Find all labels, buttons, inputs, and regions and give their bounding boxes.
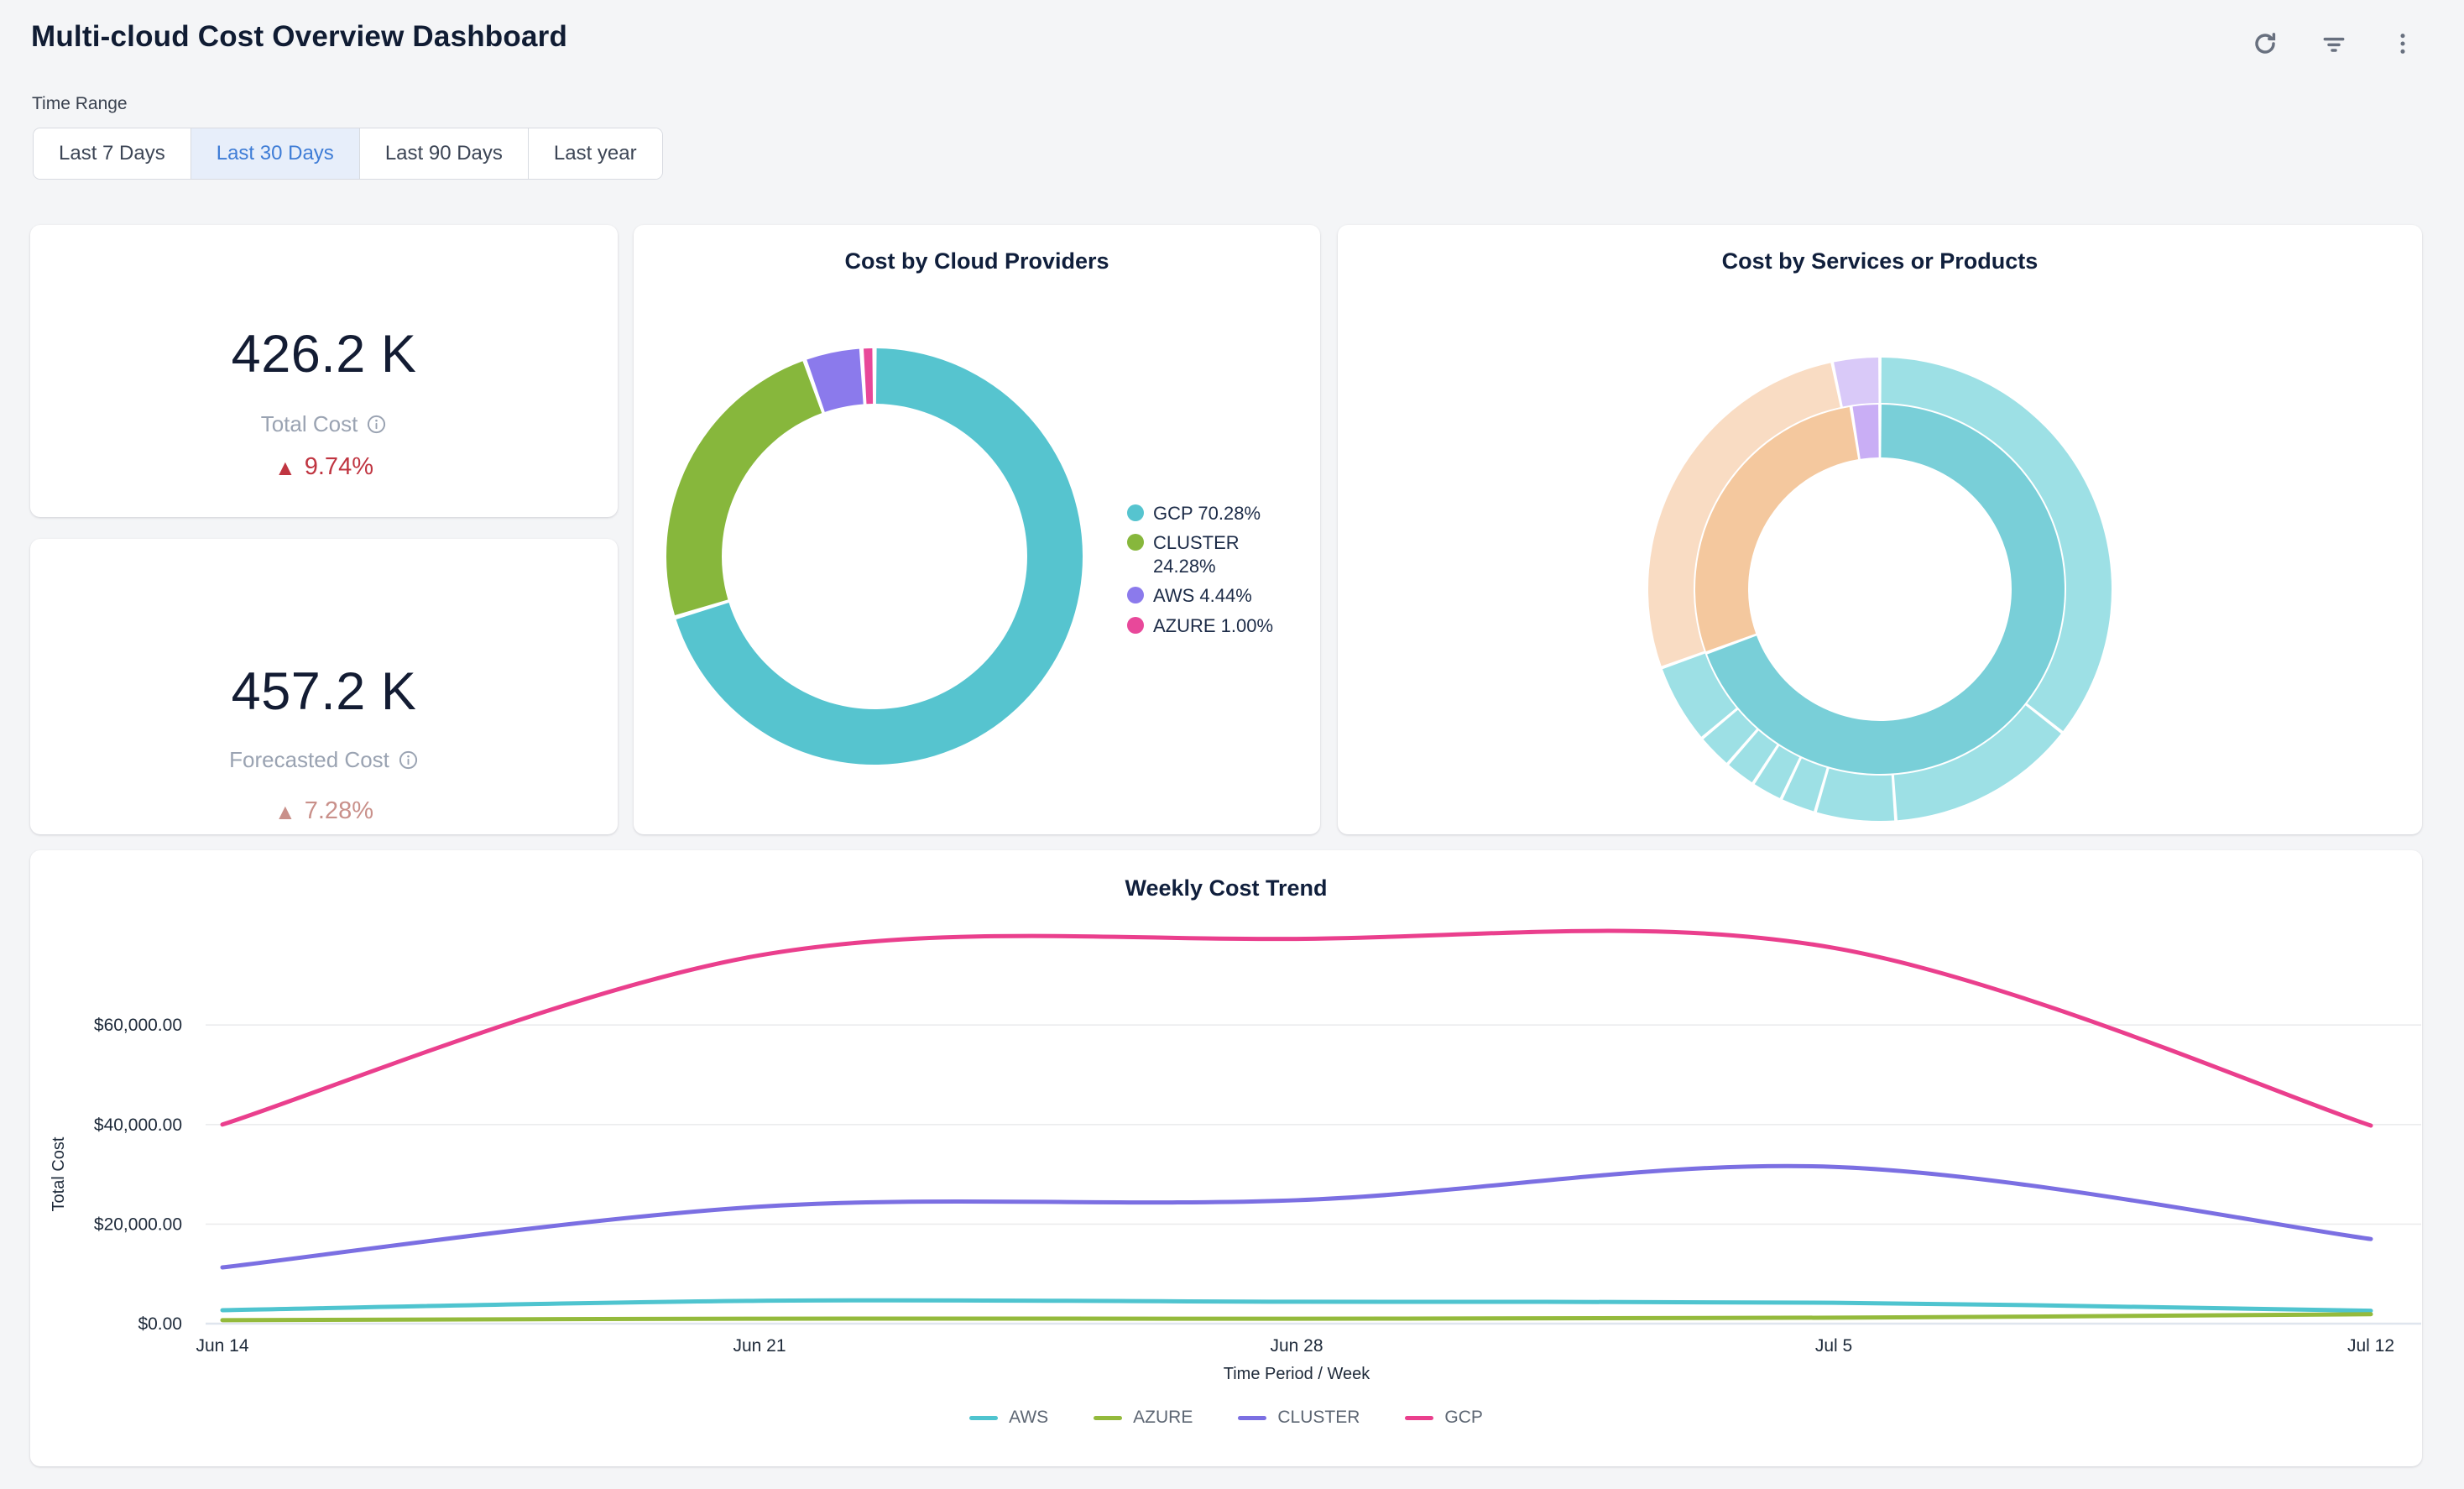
trend-legend-item-azure[interactable]: AZURE	[1094, 1408, 1193, 1428]
time-range-option-3[interactable]: Last year	[527, 128, 662, 179]
legend-item-aws[interactable]: AWS 4.44%	[1127, 584, 1275, 608]
legend-line-swatch	[1405, 1415, 1434, 1420]
svg-text:Jul 5: Jul 5	[1815, 1336, 1852, 1356]
info-icon[interactable]	[366, 414, 387, 435]
svg-text:Jun 14: Jun 14	[196, 1336, 248, 1356]
trend-legend: AWS AZURE CLUSTER GCP	[30, 1408, 2422, 1428]
total-cost-value: 426.2 K	[231, 325, 417, 384]
legend-dot	[1127, 504, 1144, 521]
svg-text:Time Period / Week: Time Period / Week	[1224, 1365, 1371, 1383]
header-actions	[2251, 30, 2417, 59]
page-title: Multi-cloud Cost Overview Dashboard	[31, 20, 568, 53]
cost-by-cloud-providers-card: Cost by Cloud Providers GCP 70.28% CLUSTE…	[634, 225, 1320, 834]
time-range-option-2[interactable]: Last 90 Days	[358, 128, 528, 179]
weekly-cost-trend-card: Weekly Cost Trend $0.00 $20,000.00 $40,000…	[30, 850, 2422, 1466]
refresh-button[interactable]	[2251, 30, 2279, 59]
time-range-option-0[interactable]: Last 7 Days	[34, 128, 191, 179]
more-options-button[interactable]	[2388, 30, 2417, 59]
legend-line-swatch	[1238, 1415, 1267, 1420]
trend-chart-title: Weekly Cost Trend	[1125, 875, 1328, 901]
providers-donut-chart[interactable]	[634, 225, 1320, 834]
svg-text:Jun 21: Jun 21	[733, 1336, 786, 1356]
cost-by-services-card: Cost by Services or Products	[1338, 225, 2422, 834]
up-triangle-icon: ▲	[274, 454, 296, 480]
trend-legend-item-gcp[interactable]: GCP	[1405, 1408, 1483, 1428]
svg-text:$0.00: $0.00	[138, 1314, 182, 1334]
legend-label: GCP 70.28%	[1153, 503, 1261, 524]
forecasted-cost-card: 457.2 K Forecasted Cost ▲ 7.28%	[30, 539, 618, 834]
forecasted-cost-delta: ▲ 7.28%	[274, 797, 373, 824]
time-range-option-1[interactable]: Last 30 Days	[190, 128, 359, 179]
filter-button[interactable]	[2320, 30, 2348, 59]
providers-legend: GCP 70.28% CLUSTER 24.28% AWS 4.44% AZURE 1…	[1127, 502, 1275, 644]
total-cost-delta: ▲ 9.74%	[274, 453, 373, 480]
legend-dot	[1127, 616, 1144, 634]
svg-text:Jun 28: Jun 28	[1270, 1336, 1323, 1356]
legend-item-gcp[interactable]: GCP 70.28%	[1127, 502, 1275, 525]
svg-text:Total Cost: Total Cost	[50, 1136, 68, 1211]
legend-item-azure[interactable]: AZURE 1.00%	[1127, 614, 1275, 638]
svg-text:$60,000.00: $60,000.00	[94, 1016, 182, 1035]
legend-label: AWS	[1009, 1408, 1049, 1427]
providers-chart-title: Cost by Cloud Providers	[844, 248, 1109, 274]
legend-label: CLUSTER 24.28%	[1153, 532, 1240, 577]
time-range-label: Time Range	[32, 94, 128, 113]
legend-dot	[1127, 587, 1144, 604]
trend-legend-item-aws[interactable]: AWS	[969, 1408, 1048, 1428]
svg-text:$20,000.00: $20,000.00	[94, 1215, 182, 1234]
legend-label: AZURE 1.00%	[1153, 614, 1274, 636]
forecasted-cost-value: 457.2 K	[231, 662, 417, 721]
up-triangle-icon: ▲	[274, 798, 296, 824]
total-cost-card: 426.2 K Total Cost ▲ 9.74%	[30, 225, 618, 517]
forecasted-cost-label: Forecasted Cost	[30, 747, 618, 773]
refresh-icon	[2252, 30, 2279, 60]
legend-line-swatch	[969, 1415, 999, 1420]
legend-line-swatch	[1094, 1415, 1123, 1420]
svg-text:Jul 12: Jul 12	[2347, 1336, 2394, 1356]
services-chart-title: Cost by Services or Products	[1721, 248, 2039, 274]
trend-legend-item-cluster[interactable]: CLUSTER	[1238, 1408, 1360, 1428]
legend-label: AWS 4.44%	[1153, 585, 1252, 607]
total-cost-label: Total Cost	[30, 411, 618, 437]
filter-icon	[2320, 30, 2347, 60]
legend-label: CLUSTER	[1277, 1408, 1360, 1427]
legend-label: AZURE	[1133, 1408, 1193, 1427]
time-range-group: Last 7 Days Last 30 Days Last 90 Days La…	[33, 128, 663, 180]
weekly-cost-trend-chart[interactable]: $0.00 $20,000.00 $40,000.00 $60,000.00 Jun 1…	[30, 850, 2422, 1466]
info-icon[interactable]	[398, 750, 419, 771]
legend-label: GCP	[1444, 1408, 1483, 1427]
kebab-menu-icon	[2389, 30, 2416, 60]
legend-item-cluster[interactable]: CLUSTER 24.28%	[1127, 531, 1275, 578]
svg-text:$40,000.00: $40,000.00	[94, 1115, 182, 1135]
legend-dot	[1127, 534, 1144, 551]
services-sunburst-chart[interactable]	[1338, 225, 2422, 834]
